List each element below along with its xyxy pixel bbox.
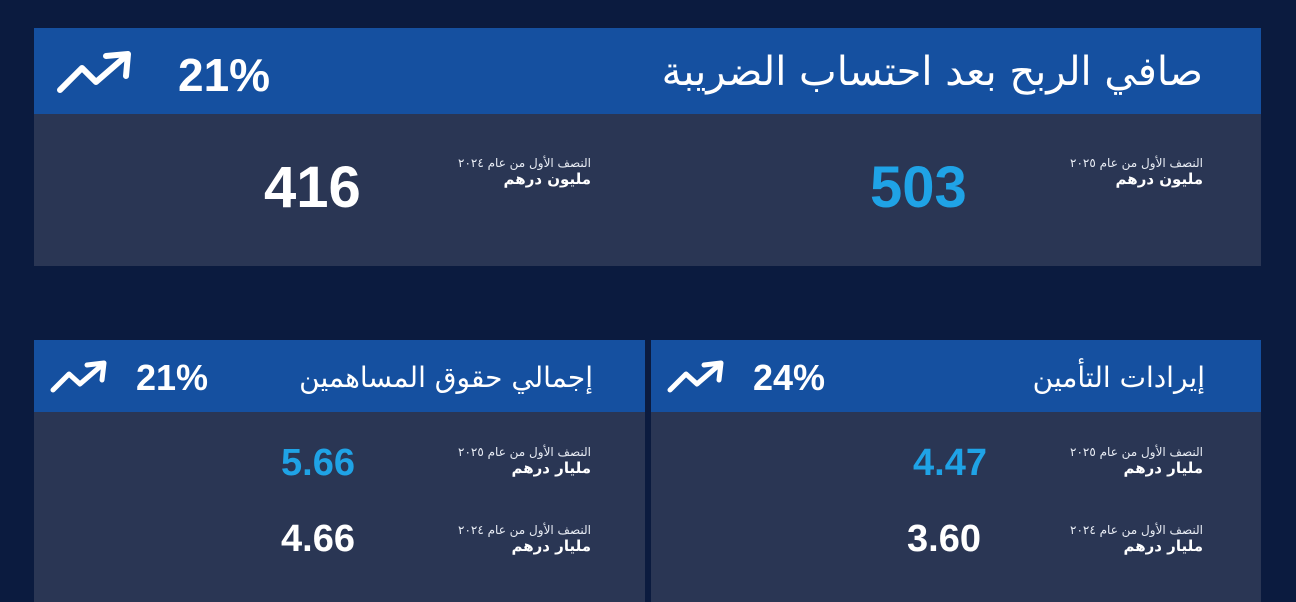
insurance-revenue-current-meta: النصف الأول من عام ٢٠٢٥ مليار درهم [1070, 445, 1203, 477]
insurance-revenue-title: إيرادات التأمين [1032, 361, 1205, 394]
insurance-revenue-card: 24% إيرادات التأمين 4.47 النصف الأول من … [651, 340, 1261, 602]
net-profit-current-period: النصف الأول من عام ٢٠٢٥ [1070, 156, 1203, 170]
shareholders-equity-current-unit: مليار درهم [511, 459, 591, 477]
shareholders-equity-card: 21% إجمالي حقوق المساهمين 5.66 النصف الأ… [34, 340, 645, 602]
net-profit-previous-unit: مليون درهم [503, 170, 591, 188]
net-profit-title: صافي الربح بعد احتساب الضريبة [661, 49, 1203, 95]
insurance-revenue-previous-value: 3.60 [907, 518, 981, 560]
net-profit-current-unit: مليون درهم [1115, 170, 1203, 188]
shareholders-equity-header: 21% إجمالي حقوق المساهمين [34, 340, 645, 412]
shareholders-equity-previous-meta: النصف الأول من عام ٢٠٢٤ مليار درهم [458, 523, 591, 555]
insurance-revenue-current-value: 4.47 [913, 442, 987, 484]
shareholders-equity-previous-unit: مليار درهم [511, 537, 591, 555]
net-profit-previous-value: 416 [264, 155, 361, 220]
shareholders-equity-title: إجمالي حقوق المساهمين [299, 361, 593, 394]
net-profit-change: 21% [178, 49, 271, 101]
net-profit-previous-period: النصف الأول من عام ٢٠٢٤ [458, 156, 591, 170]
shareholders-equity-body: 5.66 النصف الأول من عام ٢٠٢٥ مليار درهم … [34, 412, 645, 602]
shareholders-equity-current-period: النصف الأول من عام ٢٠٢٥ [458, 445, 591, 459]
shareholders-equity-previous-period: النصف الأول من عام ٢٠٢٤ [458, 523, 591, 537]
net-profit-card: 21% صافي الربح بعد احتساب الضريبة 416 ال… [34, 28, 1261, 266]
insurance-revenue-header: 24% إيرادات التأمين [651, 340, 1261, 412]
net-profit-current-value: 503 [870, 155, 967, 220]
trending-up-icon [50, 360, 108, 394]
insurance-revenue-previous-unit: مليار درهم [1123, 537, 1203, 555]
shareholders-equity-current-meta: النصف الأول من عام ٢٠٢٥ مليار درهم [458, 445, 591, 477]
insurance-revenue-current-period: النصف الأول من عام ٢٠٢٥ [1070, 445, 1203, 459]
net-profit-header: 21% صافي الربح بعد احتساب الضريبة [34, 28, 1261, 114]
trending-up-icon [667, 360, 725, 394]
shareholders-equity-previous-value: 4.66 [281, 518, 355, 560]
insurance-revenue-body: 4.47 النصف الأول من عام ٢٠٢٥ مليار درهم … [651, 412, 1261, 602]
net-profit-current-meta: النصف الأول من عام ٢٠٢٥ مليون درهم [1070, 156, 1203, 188]
insurance-revenue-previous-period: النصف الأول من عام ٢٠٢٤ [1070, 523, 1203, 537]
shareholders-equity-change: 21% [136, 357, 209, 398]
insurance-revenue-change: 24% [753, 357, 826, 398]
net-profit-body: 416 النصف الأول من عام ٢٠٢٤ مليون درهم 5… [34, 114, 1261, 266]
trending-up-icon [56, 50, 134, 96]
net-profit-previous-meta: النصف الأول من عام ٢٠٢٤ مليون درهم [458, 156, 591, 188]
insurance-revenue-previous-meta: النصف الأول من عام ٢٠٢٤ مليار درهم [1070, 523, 1203, 555]
shareholders-equity-current-value: 5.66 [281, 442, 355, 484]
insurance-revenue-current-unit: مليار درهم [1123, 459, 1203, 477]
